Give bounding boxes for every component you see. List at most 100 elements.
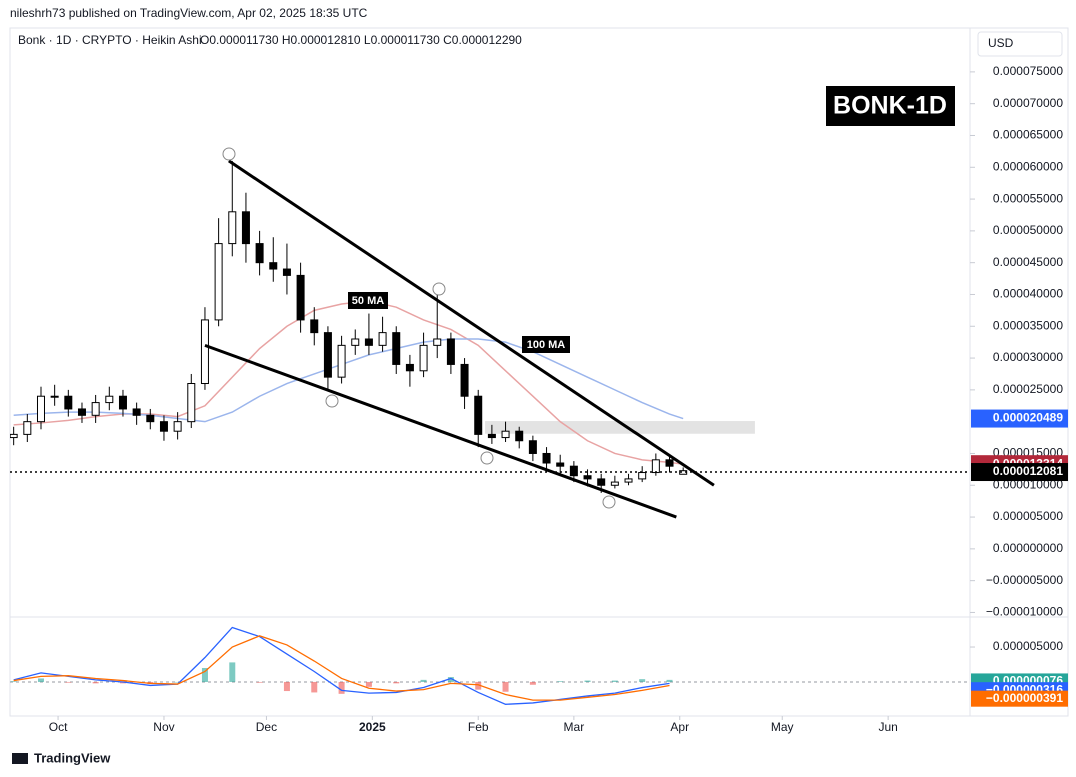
candle-body bbox=[542, 452, 551, 464]
annotation: 100 MA bbox=[527, 339, 566, 351]
histogram-bar bbox=[10, 681, 17, 682]
x-tick-label: Apr bbox=[670, 720, 689, 734]
candle-body bbox=[419, 344, 428, 372]
histogram-bar bbox=[584, 680, 591, 682]
histogram-bar bbox=[37, 678, 44, 682]
histogram-bar bbox=[311, 681, 318, 693]
candle-body bbox=[91, 402, 100, 416]
candle-body bbox=[50, 395, 59, 398]
candle-body bbox=[638, 472, 647, 480]
price-pane bbox=[10, 159, 970, 519]
candle-body bbox=[323, 332, 332, 378]
price-label-box bbox=[971, 690, 1068, 707]
candle-body bbox=[351, 338, 360, 346]
histogram-bar bbox=[256, 681, 263, 683]
candle-body bbox=[200, 319, 209, 385]
trendline bbox=[228, 159, 715, 487]
candle-body bbox=[651, 459, 660, 474]
histogram-bar bbox=[92, 681, 99, 684]
y-tick-label: 0.000055000 bbox=[993, 191, 1063, 205]
y-tick-label: −0.000010000 bbox=[986, 605, 1063, 619]
x-tick-label: May bbox=[771, 720, 794, 734]
y-tick-label: 0.000035000 bbox=[993, 318, 1063, 332]
x-tick-label: Jun bbox=[878, 720, 897, 734]
pivot-markers bbox=[222, 147, 616, 509]
histogram-bar bbox=[229, 662, 236, 682]
candle-body bbox=[433, 338, 442, 346]
histogram-bar bbox=[502, 681, 509, 692]
histogram-bar bbox=[611, 680, 618, 682]
title-box bbox=[826, 86, 955, 126]
y-tick-label: 0.000000000 bbox=[993, 541, 1063, 555]
histogram-bar bbox=[557, 681, 564, 682]
axes: 0.000075000 0.000070000 0.000065000 0.00006… bbox=[49, 64, 1068, 734]
histogram-bar bbox=[447, 677, 454, 682]
histogram-bar bbox=[393, 681, 400, 684]
y-tick-label: 0.000045000 bbox=[993, 255, 1063, 269]
macd-pane bbox=[10, 626, 970, 705]
y-tick-label: 0.000075000 bbox=[993, 64, 1063, 78]
histogram-bar bbox=[65, 681, 72, 683]
footer-brand: TradingView bbox=[34, 750, 111, 765]
candle-body bbox=[487, 433, 496, 439]
annotation: 50 MA bbox=[352, 295, 384, 307]
y-tick-label: 0.000005000 bbox=[993, 639, 1063, 653]
x-tick-label: Oct bbox=[49, 720, 68, 734]
x-tick-label: Mar bbox=[564, 720, 585, 734]
moving-average bbox=[13, 338, 684, 423]
candle-body bbox=[364, 338, 373, 346]
y-tick-label: 0.000030000 bbox=[993, 350, 1063, 364]
price-label-box bbox=[971, 463, 1068, 482]
candle-body bbox=[296, 274, 305, 321]
candle-body bbox=[597, 478, 606, 486]
candle-body bbox=[665, 459, 674, 467]
candle-body bbox=[378, 332, 387, 346]
candle-body bbox=[310, 319, 319, 334]
currency-box[interactable] bbox=[977, 31, 1063, 57]
candle-body bbox=[392, 332, 401, 365]
y-tick-label: −0.000005000 bbox=[986, 573, 1063, 587]
candle-body bbox=[118, 395, 127, 410]
candle-body bbox=[337, 344, 346, 378]
histogram-bar bbox=[283, 681, 290, 692]
currency: USD bbox=[988, 36, 1014, 50]
candle-body bbox=[105, 395, 114, 404]
candle-body bbox=[282, 268, 291, 276]
price-label: 0.000020489 bbox=[993, 411, 1063, 425]
candle-body bbox=[610, 481, 619, 486]
y-tick-label: 0.000025000 bbox=[993, 382, 1063, 396]
annotation-box bbox=[348, 292, 388, 309]
candle-body bbox=[569, 465, 578, 477]
histogram-bar bbox=[420, 679, 427, 682]
trendline bbox=[204, 343, 677, 519]
candle-body bbox=[474, 395, 483, 435]
publisher: nileshrh73 published on TradingView.com,… bbox=[10, 6, 368, 20]
candle-body bbox=[446, 338, 455, 365]
candle-body bbox=[624, 478, 633, 483]
candle-body bbox=[187, 383, 196, 423]
y-tick-label: 0.000060000 bbox=[993, 159, 1063, 173]
histogram-bar bbox=[529, 681, 536, 685]
candle-body bbox=[515, 430, 524, 442]
candle-body bbox=[405, 363, 414, 372]
candle-body bbox=[10, 433, 18, 439]
candle-body bbox=[460, 363, 469, 397]
y-tick-label: 0.000040000 bbox=[993, 287, 1063, 301]
candle-body bbox=[64, 395, 73, 410]
price-label-box bbox=[971, 409, 1068, 428]
y-tick-label: 0.000050000 bbox=[993, 223, 1063, 237]
x-tick-label: Dec bbox=[256, 720, 277, 734]
candle-body bbox=[77, 408, 86, 416]
candle-body bbox=[36, 395, 45, 423]
price-label: 0.000012081 bbox=[993, 464, 1063, 478]
candle-body bbox=[214, 243, 223, 321]
candle-body bbox=[159, 421, 168, 432]
brand-logo bbox=[12, 753, 28, 764]
y-tick-label: 0.000070000 bbox=[993, 96, 1063, 110]
signal-line bbox=[13, 635, 670, 701]
candle-body bbox=[241, 211, 250, 245]
y-tick-label: 0.000065000 bbox=[993, 128, 1063, 142]
candle-body bbox=[173, 421, 182, 432]
